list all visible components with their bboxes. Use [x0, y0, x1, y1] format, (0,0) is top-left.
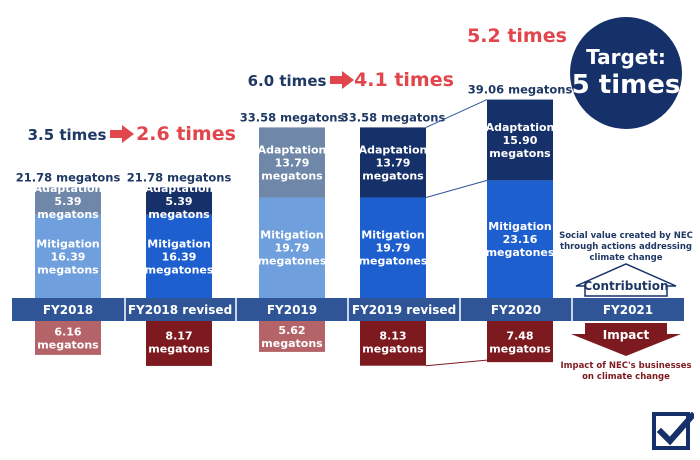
category-label: FY2018: [43, 303, 93, 317]
ratio-after: 5.2 times: [467, 25, 567, 47]
adaptation-label: Adaptation 13.79 megatons: [359, 143, 428, 182]
target-label: Target:: [586, 45, 666, 69]
connector-line: [425, 359, 488, 367]
mitigation-bar: [35, 214, 101, 298]
mitigation-label: Mitigation 19.79 megatones: [359, 229, 428, 268]
impact-label: 8.13 megatons: [362, 329, 424, 355]
mitigation-bar: [146, 214, 212, 298]
category-label: FY2019 revised: [352, 303, 456, 317]
category-label: FY2020: [491, 303, 541, 317]
mitigation-bar: [259, 197, 325, 298]
social-value-text: climate change: [590, 253, 663, 263]
connector-line: [425, 179, 488, 198]
ratio-before: 6.0 times: [248, 72, 327, 90]
ratio-after: 4.1 times: [354, 69, 454, 91]
adaptation-bar: [259, 127, 325, 198]
contribution-label: Contribution: [583, 279, 668, 293]
target-circle: [570, 17, 682, 129]
total-label: 33.58 megatons: [341, 110, 446, 124]
impact-arrow-label: Impact: [603, 328, 650, 342]
ratio-arrow: [330, 71, 354, 89]
connector-line: [425, 99, 488, 128]
adaptation-bar: [360, 127, 426, 198]
adaptation-label: Adaptation 15.90 megatons: [486, 121, 555, 160]
impact-bar: [146, 321, 212, 366]
ratio-before: 3.5 times: [28, 126, 107, 144]
adaptation-bar: [35, 187, 101, 215]
category-label: FY2018 revised: [128, 303, 232, 317]
adaptation-label: Adaptation 5.39 megatons: [145, 182, 214, 221]
mitigation-label: Mitigation 23.16 megatones: [486, 220, 555, 259]
impact-bar: [487, 321, 553, 363]
impact-text: Impact of NEC's businesses: [560, 361, 691, 371]
impact-label: 6.16 megatons: [37, 325, 99, 351]
impact-label: 8.17 megatons: [148, 329, 210, 355]
social-value-text: Social value created by NEC: [559, 231, 693, 241]
impact-bar: [259, 321, 325, 352]
adaptation-label: Adaptation 5.39 megatons: [34, 182, 103, 221]
impact-text: on climate change: [582, 372, 670, 382]
category-label: FY2021: [603, 303, 653, 317]
impact-bar: [360, 321, 426, 366]
total-label: 33.58 megatons: [240, 110, 345, 124]
ratio-arrow: [110, 125, 134, 143]
mitigation-label: Mitigation 19.79 megatones: [258, 229, 327, 268]
checkbox-check-icon: [652, 411, 694, 450]
social-value-text: through actions addressing: [560, 242, 692, 252]
mitigation-bar: [360, 197, 426, 298]
mitigation-label: Mitigation 16.39 megatons: [36, 237, 99, 276]
adaptation-label: Adaptation 13.79 megatons: [258, 143, 327, 182]
category-label: FY2019: [267, 303, 317, 317]
mitigation-bar: [487, 180, 553, 298]
impact-label: 7.48 megatons: [489, 329, 551, 355]
impact-arrow: [571, 323, 681, 356]
contribution-arrow: [575, 263, 677, 297]
total-label: 21.78 megatons: [16, 170, 121, 184]
ratio-after: 2.6 times: [136, 123, 236, 145]
impact-bar: [35, 321, 101, 355]
adaptation-bar: [146, 187, 212, 215]
total-label: 21.78 megatons: [127, 170, 232, 184]
impact-label: 5.62 megatons: [261, 324, 323, 350]
total-label: 39.06 megatons: [468, 83, 573, 97]
mitigation-label: Mitigation 16.39 megatones: [145, 237, 214, 276]
adaptation-bar: [487, 99, 553, 181]
target-value: 5 times: [572, 70, 681, 100]
